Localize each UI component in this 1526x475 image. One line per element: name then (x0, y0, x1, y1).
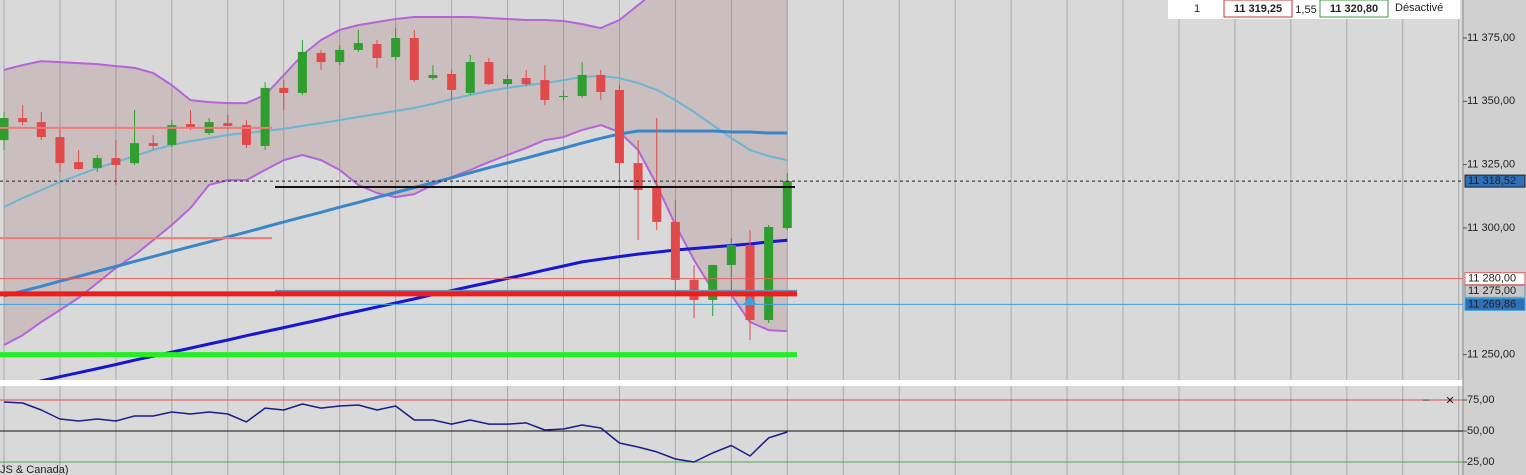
candle-body (652, 186, 662, 222)
level-label-box (1464, 174, 1526, 188)
y-tick-label: 75,00 (1467, 394, 1495, 406)
timezone: JS & Canada) (0, 464, 68, 475)
candle-body (241, 125, 251, 145)
y-tick-label: 11 325,00 (1467, 159, 1515, 171)
candle-body (484, 62, 494, 85)
candle-body (18, 118, 28, 123)
candle-body (92, 158, 102, 168)
candle-body (614, 89, 624, 164)
candle-body (633, 163, 643, 190)
candle-body (559, 96, 568, 98)
y-tick-label: 11 300,00 (1467, 222, 1515, 234)
indicator-line (3, 0, 647, 105)
ask-box[interactable] (1319, 0, 1389, 18)
level-label-box (1464, 272, 1526, 286)
y-tick-label: 25,00 (1467, 456, 1495, 468)
candle-body (465, 62, 475, 93)
bid-box[interactable] (1223, 0, 1293, 18)
candle-body (167, 125, 177, 145)
candle-body (335, 49, 345, 63)
candle-body (260, 87, 270, 146)
panel-separator (0, 380, 1526, 386)
y-tick-label: 11 375,00 (1467, 32, 1515, 44)
y-tick-label: 11 350,00 (1467, 95, 1515, 107)
candle-body (745, 244, 755, 320)
candle-body (670, 221, 680, 280)
candle-body (391, 38, 401, 57)
candle-body (111, 158, 121, 165)
status[interactable]: Désactivé (1395, 2, 1443, 14)
level-label: 11 280,00 (1468, 273, 1516, 285)
level-label-box (1464, 297, 1526, 311)
axis-labels: 11 250,00 11 300,00 11 325,00 11 350,00 11 3… (1463, 32, 1526, 468)
spread: 1,55 (1295, 4, 1316, 16)
candle-body (130, 143, 140, 164)
candle-body (503, 79, 513, 85)
ask-price[interactable]: 11 320,80 (1330, 3, 1378, 15)
candle-body (596, 74, 606, 92)
candle-body (708, 264, 718, 300)
quantity[interactable]: 1 (1194, 3, 1200, 15)
level-label: 11 275,00 (1468, 285, 1516, 297)
candle-body (447, 73, 457, 90)
candle-body (782, 181, 792, 228)
candle-body (55, 137, 65, 164)
candle-body (0, 118, 9, 141)
minimize-button[interactable]: – (1423, 394, 1430, 406)
indicator-line (3, 401, 788, 463)
candle-body (409, 38, 419, 81)
candle-body (316, 52, 326, 63)
close-button[interactable]: ✕ (1445, 395, 1454, 407)
candle-body (521, 78, 531, 85)
bid-price[interactable]: 11 319,25 (1234, 3, 1282, 15)
level-label: 11 318,52 (1468, 175, 1516, 187)
candle-body (577, 74, 587, 97)
level-label: 11 269,86 (1468, 298, 1516, 310)
y-tick-label: 50,00 (1467, 425, 1495, 437)
candle-body (428, 74, 438, 79)
candle-body (148, 143, 158, 146)
indicator-line (38, 238, 788, 380)
candle-body (297, 51, 307, 93)
candle-body (36, 122, 46, 138)
level-label-box (1464, 284, 1526, 298)
oscillator-plot (0, 386, 1463, 475)
candle-body (540, 80, 550, 101)
price-axis (1463, 0, 1526, 475)
candle-body (223, 123, 233, 126)
candle-body (353, 43, 363, 50)
signal-arrow (743, 296, 757, 305)
candle-body (764, 226, 774, 320)
y-tick-label: 11 250,00 (1467, 349, 1515, 361)
candle-body (186, 124, 195, 127)
band-fill (4, 0, 788, 346)
candle-body (74, 162, 84, 169)
price-plot (0, 0, 1463, 380)
candle-body (726, 244, 736, 265)
candle-body (372, 44, 382, 59)
candle-body (279, 87, 289, 93)
